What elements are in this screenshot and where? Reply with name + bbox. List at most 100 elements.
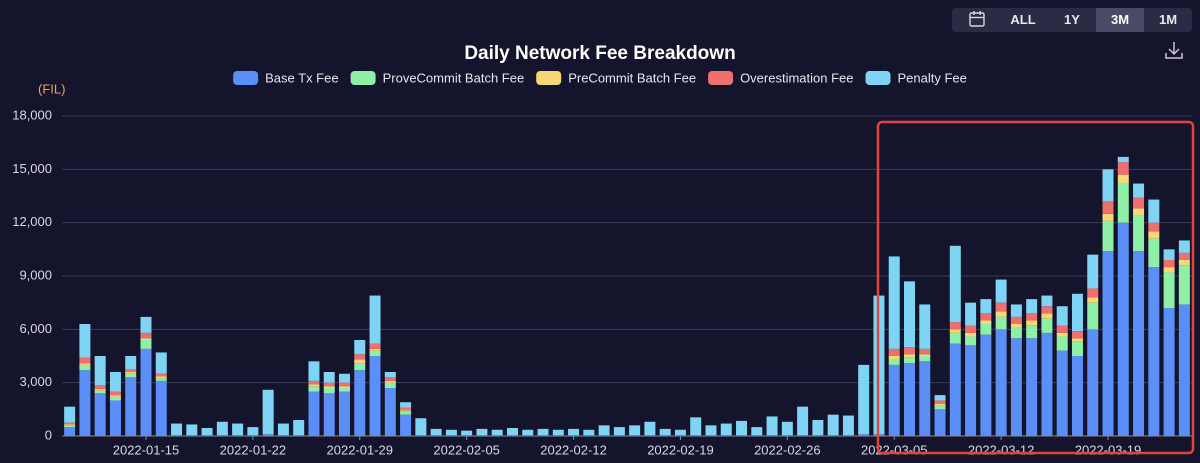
bar-segment [308,380,320,385]
bar-segment [965,345,977,436]
bar-segment [476,435,488,436]
bar-segment [400,410,412,412]
bar-segment [186,435,198,436]
range-button[interactable]: 1Y [1064,12,1080,27]
bar-segment [339,386,350,388]
x-tick-label: 2022-02-19 [647,442,714,457]
bar-segment [125,356,137,370]
legend-swatch [350,71,376,85]
chart-title: Daily Network Fee Breakdown [464,43,735,64]
x-tick-label: 2022-01-29 [327,442,394,457]
bar-segment [766,435,778,436]
x-tick-label: 2022-02-05 [433,442,500,457]
bar-segment [155,378,167,381]
download-button[interactable] [1165,42,1183,59]
bar-segment [995,302,1007,312]
bar-segment [1178,260,1190,266]
bar-segment [369,343,381,349]
x-tick-label: 2022-03-05 [861,442,928,457]
bar-segment [736,435,748,436]
range-button-bg [1096,8,1144,32]
y-tick-label: 9,000 [19,267,52,282]
bar-segment [262,434,274,436]
bar-segment [400,414,412,436]
bar-segment [506,435,518,436]
bar-segment [934,395,946,401]
bar-segment [1026,325,1038,339]
bar-segment [1117,156,1129,163]
range-button[interactable]: 3M [1111,12,1129,27]
bar-segment [797,406,809,436]
bar-segment [690,417,702,436]
y-tick-label: 3,000 [19,374,52,389]
range-button[interactable]: 1M [1159,12,1177,27]
bar-segment [1178,240,1190,253]
bar-segment [461,430,473,436]
bar-segment [293,420,305,436]
bar-segment [888,356,900,360]
bar-segment [1148,199,1160,223]
bar-segment [1117,174,1129,184]
bar-segment [323,386,335,388]
bar-segment [537,428,549,436]
legend-label: ProveCommit Batch Fee [383,70,525,85]
range-selector: ALL 1Y 3M 1M [952,8,1192,32]
legend-label: PreCommit Batch Fee [568,70,696,85]
bar-segment [247,435,259,436]
bar-segment [323,382,335,387]
y-tick-label: 0 [45,427,52,442]
range-button[interactable]: ALL [1010,12,1035,27]
bar-segment [949,332,961,344]
bar-segment [201,428,213,436]
bar-segment [888,256,900,349]
bar-segment [568,435,580,436]
bar-segment [1148,238,1160,268]
bar-segment [323,388,335,394]
bar-segment [781,435,793,436]
bar-segment [79,364,91,371]
bar-segment [1056,306,1068,326]
bar-segment [79,363,91,365]
bar-segment [736,420,748,436]
bar-segment [262,389,274,435]
bar-segment [980,334,992,436]
bar-segment [94,393,106,436]
bar-segment [1056,332,1068,337]
bar-segment [277,423,289,436]
bar-segment [94,390,106,394]
bar-segment [430,435,442,436]
bar-segment [552,435,564,436]
bar-segment [1056,325,1068,333]
calendar-button[interactable] [969,11,985,27]
bar-segment [1133,197,1145,209]
bar-segment [216,421,228,436]
legend-item: ProveCommit Batch Fee [350,70,525,85]
bar-segment [1056,336,1068,351]
bar-segment [1087,297,1099,303]
bar-segment [690,435,702,436]
bar-segment [995,316,1007,330]
bar-segment [1102,201,1114,214]
plot-area: 0 3,000 6,000 9,000 12,000 15,000 18,000 2022-0… [12,107,1192,457]
bar-segment [904,363,915,436]
bar-segment [445,435,457,436]
bar-segment [79,324,91,358]
bar-segment [705,425,717,436]
bar-segment [384,372,396,378]
bar-segment [965,336,977,346]
bar-segment [644,435,656,436]
bar-segment [384,377,396,381]
bar-segment [812,420,824,436]
bar-segment [354,359,366,364]
bar-segment [751,427,763,436]
bar-segment [339,382,350,387]
bar-segment [1026,313,1038,321]
bar-segment [1148,231,1160,239]
bar-segment [705,435,717,436]
bar-segment [308,386,320,392]
bar-segment [1117,162,1129,175]
bar-segment [125,369,137,372]
bar-segment [64,424,76,426]
bar-segment [400,402,412,408]
bar-segment [339,391,350,436]
